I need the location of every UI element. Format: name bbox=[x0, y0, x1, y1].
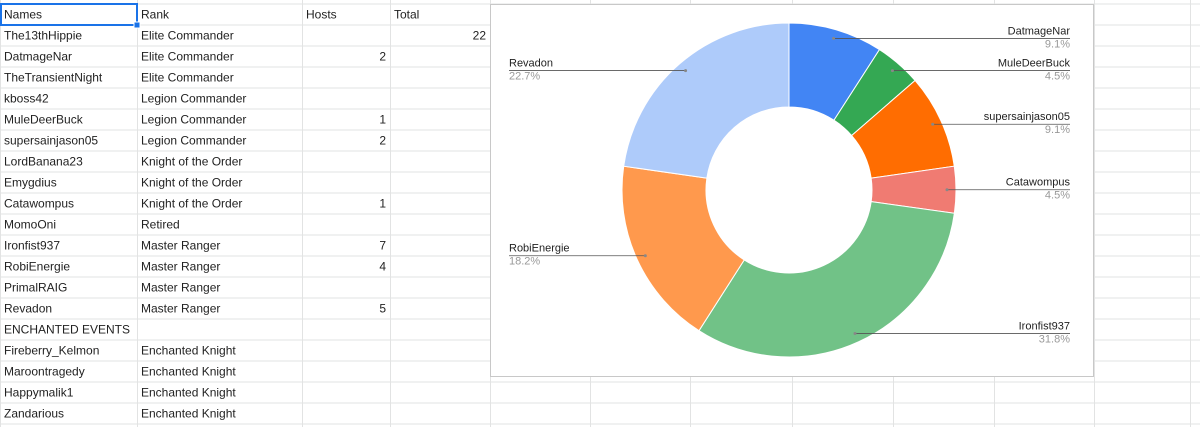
leader-dot bbox=[931, 122, 935, 126]
name-cell: MuleDeerBuck bbox=[4, 113, 84, 127]
donut-slice bbox=[623, 22, 790, 179]
rank-cell: Master Ranger bbox=[141, 260, 220, 274]
slice-value-label: 4.5% bbox=[1045, 190, 1070, 202]
hosts-cell: 1 bbox=[379, 113, 386, 127]
name-cell: The13thHippie bbox=[4, 29, 82, 43]
name-cell: Ironfist937 bbox=[4, 239, 60, 253]
name-cell: Revadon bbox=[4, 302, 52, 316]
hosts-cell: 5 bbox=[379, 302, 386, 316]
leader-dot bbox=[890, 69, 894, 73]
name-cell: TheTransientNight bbox=[4, 71, 103, 85]
rank-cell: Retired bbox=[141, 218, 180, 232]
rank-cell: Enchanted Knight bbox=[141, 407, 236, 421]
donut-slice bbox=[621, 165, 745, 332]
rank-cell: Knight of the Order bbox=[141, 176, 242, 190]
rank-cell: Master Ranger bbox=[141, 239, 220, 253]
rank-cell: Master Ranger bbox=[141, 281, 220, 295]
leader-dot bbox=[643, 254, 647, 258]
slice-value-label: 31.8% bbox=[1039, 333, 1070, 345]
name-cell: supersainjason05 bbox=[4, 134, 98, 148]
chart: DatmageNar9.1%MuleDeerBuck4.5%supersainj… bbox=[490, 4, 1094, 377]
hosts-cell: 2 bbox=[379, 50, 386, 64]
donut-slice bbox=[698, 201, 955, 358]
name-cell: Fireberry_Kelmon bbox=[4, 344, 99, 358]
leader-dot bbox=[832, 36, 836, 40]
slice-label: DatmageNar bbox=[1008, 25, 1071, 37]
header-cell: Rank bbox=[141, 8, 170, 22]
total-cell: 22 bbox=[473, 29, 487, 43]
name-cell: Maroontragedy bbox=[4, 365, 85, 379]
slice-label: RobiEnergie bbox=[509, 243, 570, 255]
name-cell: kboss42 bbox=[4, 92, 49, 106]
slice-label: Ironfist937 bbox=[1019, 320, 1070, 332]
slice-label: Revadon bbox=[509, 57, 553, 69]
name-cell: Emygdius bbox=[4, 176, 57, 190]
header-cell: Names bbox=[4, 8, 42, 22]
slice-label: Catawompus bbox=[1006, 177, 1071, 189]
name-cell: PrimalRAIG bbox=[4, 281, 67, 295]
rank-cell: Legion Commander bbox=[141, 113, 246, 127]
rank-cell: Enchanted Knight bbox=[141, 386, 236, 400]
rank-cell: Enchanted Knight bbox=[141, 365, 236, 379]
leader-dot bbox=[853, 332, 857, 336]
rank-cell: Master Ranger bbox=[141, 302, 220, 316]
fill-handle bbox=[133, 21, 141, 29]
rank-cell: Elite Commander bbox=[141, 29, 234, 43]
hosts-cell: 4 bbox=[379, 260, 386, 274]
name-cell: Happymalik1 bbox=[4, 386, 74, 400]
header-cell: Total bbox=[394, 8, 419, 22]
name-cell: Zandarious bbox=[4, 407, 64, 421]
name-cell: ENCHANTED EVENTS bbox=[4, 323, 130, 337]
name-cell: LordBanana23 bbox=[4, 155, 83, 169]
rank-cell: Knight of the Order bbox=[141, 155, 242, 169]
slice-value-label: 9.1% bbox=[1045, 124, 1070, 136]
hosts-cell: 2 bbox=[379, 134, 386, 148]
slice-value-label: 9.1% bbox=[1045, 38, 1070, 50]
rank-cell: Enchanted Knight bbox=[141, 344, 236, 358]
rank-cell: Knight of the Order bbox=[141, 197, 242, 211]
rank-cell: Legion Commander bbox=[141, 134, 246, 148]
leader-dot bbox=[945, 188, 949, 192]
selected-cell bbox=[0, 3, 138, 26]
rank-cell: Elite Commander bbox=[141, 50, 234, 64]
leader-dot bbox=[684, 69, 688, 73]
slice-value-label: 4.5% bbox=[1045, 70, 1070, 82]
slice-label: MuleDeerBuck bbox=[998, 57, 1071, 69]
header-cell: Hosts bbox=[306, 8, 337, 22]
name-cell: Catawompus bbox=[4, 197, 74, 211]
slice-value-label: 22.7% bbox=[509, 70, 540, 82]
slice-value-label: 18.2% bbox=[509, 256, 540, 268]
hosts-cell: 7 bbox=[379, 239, 386, 253]
hosts-cell: 1 bbox=[379, 197, 386, 211]
name-cell: RobiEnergie bbox=[4, 260, 70, 274]
rank-cell: Elite Commander bbox=[141, 71, 234, 85]
rank-cell: Legion Commander bbox=[141, 92, 246, 106]
slice-label: supersainjason05 bbox=[984, 111, 1070, 123]
name-cell: DatmageNar bbox=[4, 50, 72, 64]
name-cell: MomoOni bbox=[4, 218, 56, 232]
